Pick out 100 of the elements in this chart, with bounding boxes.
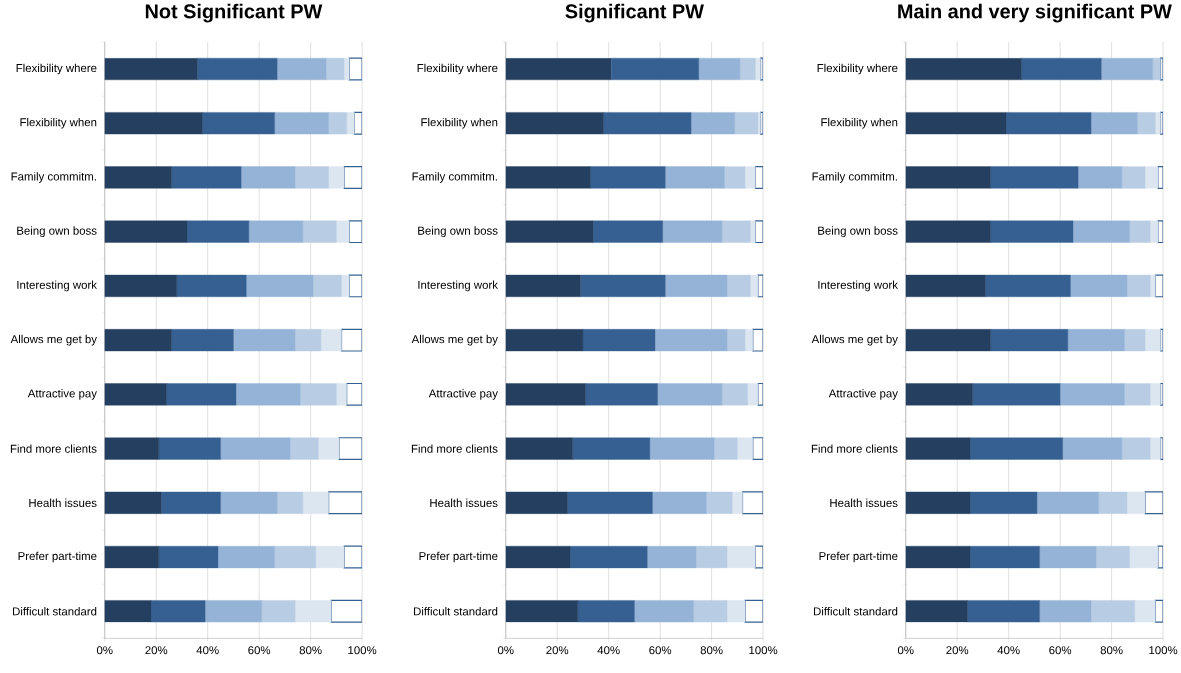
bar [580,274,666,297]
bar [750,274,759,297]
bar [1098,491,1128,514]
bar [1129,220,1151,243]
bar [744,166,756,189]
bar [289,437,319,460]
bar [1090,600,1135,623]
bar [336,383,347,406]
bar [713,437,738,460]
bar [325,57,345,80]
bar [1121,437,1151,460]
bar [505,274,581,297]
bar [747,383,759,406]
bar [721,383,748,406]
y-tick-label: Health issues [830,498,898,507]
bar [302,491,329,514]
bar [665,166,725,189]
y-tick-label: Find more clients [10,444,97,453]
bar [724,166,746,189]
bar [990,166,1079,189]
chart-title: Main and very significant PW [898,3,1172,23]
bar [240,166,296,189]
bar [969,545,1040,568]
bar [235,383,301,406]
bar [320,328,342,352]
bar [505,600,578,623]
x-tick-label: 40% [597,645,620,655]
bar [577,600,635,623]
bar [204,600,262,623]
y-tick-label: Interesting work [17,280,97,292]
bar [1005,112,1092,135]
x-tick-label: 80% [1100,645,1123,655]
y-tick-label: Allows me get by [411,334,498,346]
x-tick-label: 0% [497,645,514,655]
bar [313,274,342,297]
y-tick-label: Allows me get by [10,334,97,346]
bar [744,328,753,352]
y-tick-label: Difficult standard [13,606,97,616]
y-tick-label: Health issues [430,498,498,507]
bar [590,166,666,189]
bar [346,112,355,135]
x-tick-label: 60% [649,645,672,655]
bar [634,600,694,623]
bar [732,491,743,514]
bar [990,328,1069,352]
bar [1126,491,1146,514]
bar [905,328,991,352]
bar [1150,220,1159,243]
bar [171,328,234,352]
bar [969,491,1038,514]
bar [905,220,991,243]
bar [1021,57,1102,80]
bar [1144,328,1161,352]
bar [905,545,971,568]
y-tick-label: Family commitm. [11,171,96,183]
bar [585,383,658,406]
bar [197,57,278,80]
bar [1101,57,1153,80]
bar [905,383,973,406]
y-tick-label: Flexibility where [16,63,97,75]
bar [905,57,1022,80]
bar [176,274,247,297]
bar [665,274,728,297]
bar [1121,166,1146,189]
chart-title: Not Significant PW [145,3,323,23]
bar [318,437,340,460]
bar [1072,220,1130,243]
bar [1067,328,1125,352]
bar [217,545,275,568]
bar [737,437,753,460]
x-tick-label: 100% [1149,645,1178,655]
bar [739,57,756,80]
y-tick-label: Interesting work [418,280,498,292]
y-tick-label: Flexibility where [417,63,498,75]
bar [505,545,571,568]
x-tick-label: 100% [348,645,377,655]
y-tick-label: Being own boss [17,226,97,237]
x-tick-label: 0% [897,645,914,655]
bar [662,220,723,243]
y-tick-label: Allows me get by [811,334,898,346]
bar [171,166,242,189]
bar [505,437,573,460]
bar [505,491,568,514]
bar [1134,600,1156,623]
bar [1144,166,1159,189]
y-tick-label: Health issues [29,498,97,507]
bar [690,112,735,135]
y-tick-label: Prefer part-time [819,551,898,563]
bar [302,220,337,243]
bar [985,274,1071,297]
bar [721,220,751,243]
bar [567,491,653,514]
bar [726,328,746,352]
bar [572,437,651,460]
x-tick-label: 100% [749,645,778,655]
bar [220,437,291,460]
bar [220,491,278,514]
bar [505,383,586,406]
bar [1137,112,1156,135]
chart-title: Significant PW [565,3,704,23]
